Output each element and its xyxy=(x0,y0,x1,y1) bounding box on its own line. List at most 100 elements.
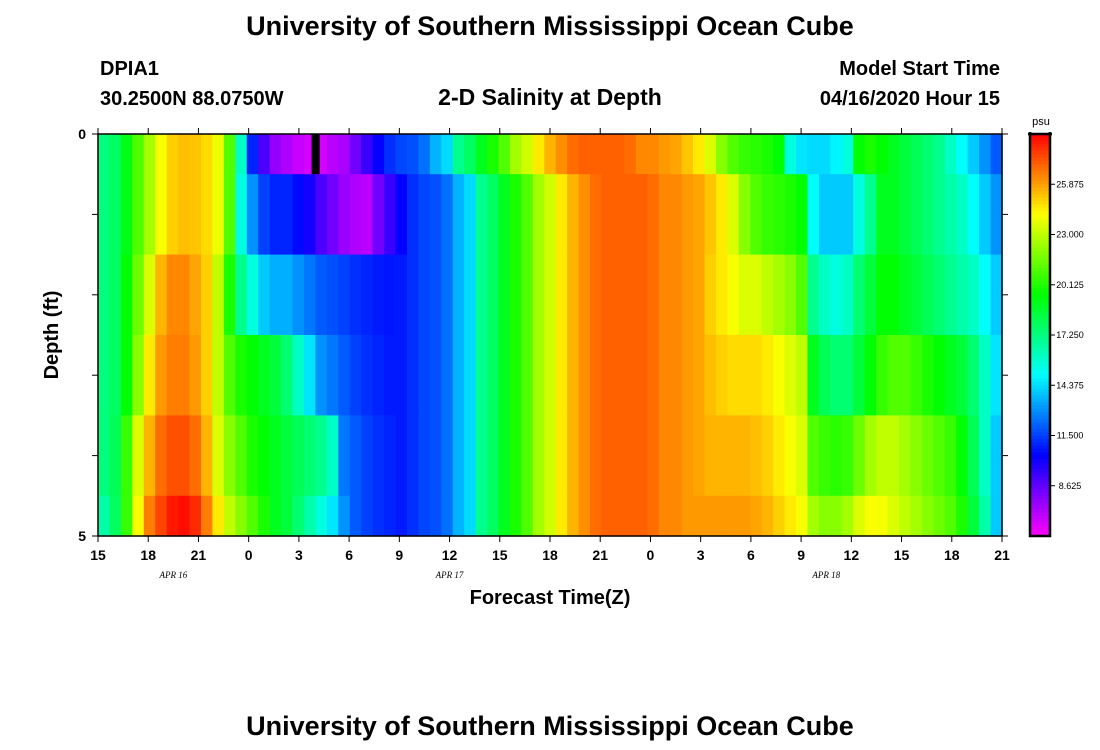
heatmap-cell xyxy=(349,495,362,537)
heatmap-cell xyxy=(361,415,374,497)
heatmap-cell xyxy=(567,134,580,175)
heatmap-cell xyxy=(876,174,889,256)
heatmap-cell xyxy=(727,495,740,537)
colorbar-segment xyxy=(1030,157,1050,162)
heatmap-cell xyxy=(338,335,351,416)
heatmap-cell xyxy=(864,134,877,175)
heatmap-cell xyxy=(326,335,339,416)
heatmap-cell xyxy=(647,415,660,497)
heatmap-cell xyxy=(109,495,122,537)
heatmap-cell xyxy=(235,134,248,175)
colorbar-segment xyxy=(1030,190,1050,195)
heatmap-cell xyxy=(796,134,809,175)
heatmap-cell xyxy=(967,415,980,497)
colorbar-segment xyxy=(1030,435,1050,440)
heatmap-cell xyxy=(784,415,797,497)
heatmap-cell xyxy=(258,134,271,175)
heatmap-cell xyxy=(750,415,763,497)
heatmap-cell xyxy=(498,254,511,336)
heatmap-cell xyxy=(281,134,294,175)
heatmap-cell xyxy=(864,174,877,256)
heatmap-cell xyxy=(841,254,854,336)
model-start-label: Model Start Time xyxy=(839,58,1000,80)
colorbar-segment xyxy=(1030,502,1050,507)
heatmap-cell xyxy=(98,134,111,175)
heatmap-cell xyxy=(498,495,511,537)
heatmap-cell xyxy=(132,415,145,497)
heatmap-cell xyxy=(315,335,328,416)
heatmap-cell xyxy=(303,495,317,537)
heatmap-cell xyxy=(315,254,328,336)
colorbar-segment xyxy=(1030,164,1050,169)
colorbar-segment xyxy=(1030,398,1050,403)
x-tick-label: 21 xyxy=(994,547,1010,563)
heatmap-cell xyxy=(98,254,111,336)
colorbar-segment xyxy=(1030,465,1050,470)
colorbar-segment xyxy=(1030,335,1050,339)
heatmap-cell xyxy=(635,134,648,175)
x-axis: 15 18 21 0 3 6 9 12 15 18 21 0 3 6 9 12 15 18 21 APR 16 APR … xyxy=(90,128,1010,580)
heatmap-cell xyxy=(487,335,500,416)
heatmap-cell xyxy=(738,254,751,336)
heatmap-cell xyxy=(944,335,957,416)
heatmap-cell xyxy=(384,415,397,497)
heatmap-cell xyxy=(876,335,889,416)
heatmap-cell xyxy=(155,174,168,256)
model-start-value: 04/16/2020 Hour 15 xyxy=(820,88,1000,110)
heatmap-cell xyxy=(452,174,465,256)
heatmap-cell xyxy=(921,415,934,497)
colorbar-tick-label: 11.500 xyxy=(1057,431,1084,441)
heatmap-cell xyxy=(395,335,408,416)
heatmap-cell xyxy=(990,495,1003,537)
heatmap-cell xyxy=(990,134,1003,175)
heatmap-cell xyxy=(132,134,145,175)
heatmap-cell xyxy=(281,254,294,336)
heatmap-cell xyxy=(818,254,831,336)
heatmap-cell xyxy=(269,335,282,416)
heatmap-cell xyxy=(784,174,797,256)
heatmap-cell xyxy=(361,254,374,336)
heatmap-cell xyxy=(475,495,488,537)
heatmap-cell xyxy=(590,495,603,537)
heatmap-cell xyxy=(509,335,522,416)
heatmap-cell xyxy=(704,495,717,537)
heatmap-cell xyxy=(498,174,511,256)
heatmap-cell xyxy=(178,335,191,416)
heatmap-cell xyxy=(990,174,1003,256)
colorbar-segment xyxy=(1030,251,1050,256)
colorbar-tick-label: 8.625 xyxy=(1059,481,1082,491)
heatmap-cell xyxy=(910,174,923,256)
heatmap-cell xyxy=(452,415,465,497)
colorbar-segment xyxy=(1030,422,1050,427)
colorbar-segment xyxy=(1030,355,1050,360)
heatmap-cell xyxy=(487,254,500,336)
heatmap-cell xyxy=(921,254,934,336)
heatmap-cell xyxy=(292,134,305,175)
colorbar-segment xyxy=(1030,150,1050,155)
heatmap-cell xyxy=(704,415,717,497)
heatmap-cell xyxy=(658,415,671,497)
colorbar-segment xyxy=(1030,137,1050,142)
heatmap-cell xyxy=(155,254,168,336)
heatmap-cell xyxy=(773,495,786,537)
colorbar-tick-label: 14.375 xyxy=(1056,380,1084,390)
heatmap-cell xyxy=(120,254,133,336)
heatmap-cell xyxy=(899,134,912,175)
heatmap-cell xyxy=(281,335,294,416)
heatmap-cell xyxy=(635,254,648,336)
colorbar-segment xyxy=(1030,345,1050,349)
colorbar-segment xyxy=(1030,495,1050,500)
heatmap-cell xyxy=(647,254,660,336)
heatmap-cell xyxy=(109,254,122,336)
heatmap-cell xyxy=(315,174,328,256)
heatmap-cell xyxy=(567,335,580,416)
x-tick-label: 15 xyxy=(90,547,106,563)
colorbar-segment xyxy=(1030,174,1050,179)
heatmap-cell xyxy=(384,495,397,537)
heatmap-cell xyxy=(715,254,728,336)
heatmap-cell xyxy=(624,134,637,175)
heatmap-cell xyxy=(738,174,751,256)
heatmap-cell xyxy=(773,254,786,336)
heatmap-cell xyxy=(498,415,511,497)
heatmap-cell xyxy=(944,134,957,175)
